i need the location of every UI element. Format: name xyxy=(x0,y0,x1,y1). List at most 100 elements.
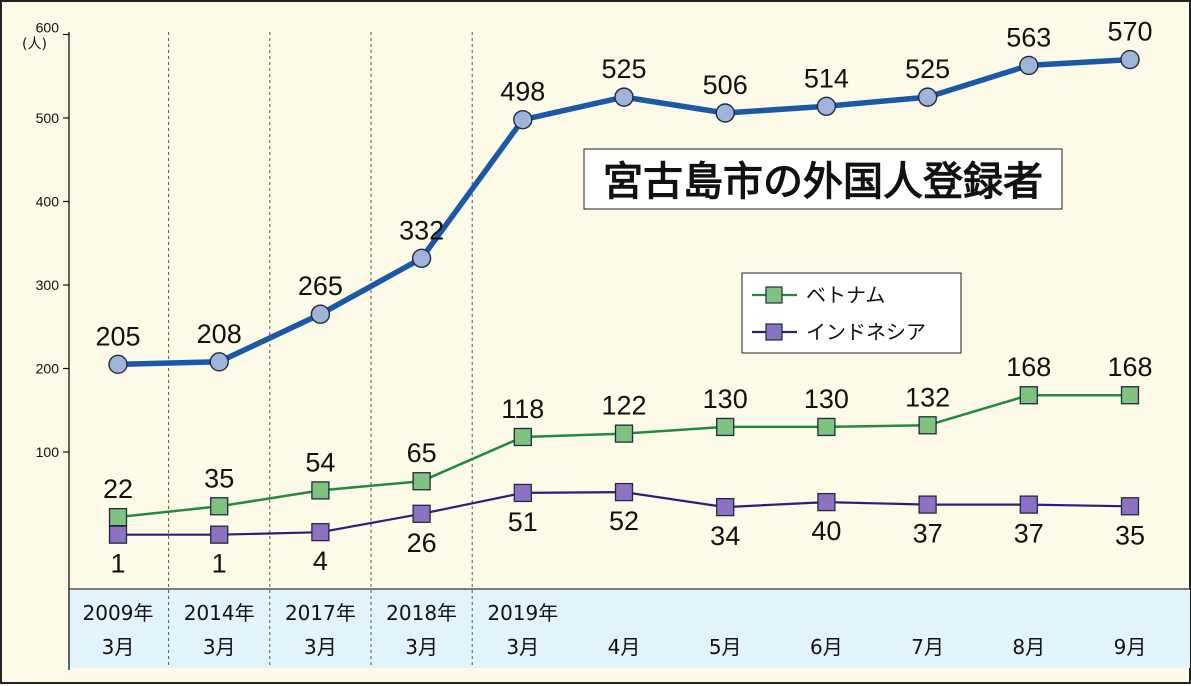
data-label: 37 xyxy=(913,519,943,549)
data-point xyxy=(614,87,634,107)
data-label: 52 xyxy=(609,506,639,536)
data-label: 40 xyxy=(811,516,841,546)
data-label: 22 xyxy=(103,474,133,504)
data-label: 130 xyxy=(804,384,849,414)
data-point xyxy=(513,109,533,130)
category-label-year: 2019年 xyxy=(487,601,558,625)
data-label: 570 xyxy=(1107,17,1152,47)
data-point xyxy=(816,96,837,117)
data-point xyxy=(310,304,331,324)
data-point xyxy=(716,497,735,517)
data-point xyxy=(1120,49,1140,70)
y-tick-label: 400 xyxy=(36,194,60,210)
category-label-month: 3月 xyxy=(405,635,438,659)
data-point xyxy=(1019,55,1039,76)
data-point xyxy=(918,416,937,435)
series-total: 205 208 265 332 498 525 506 514 525 563 570 xyxy=(95,17,1153,375)
data-point xyxy=(917,87,938,107)
data-label: 130 xyxy=(703,384,748,414)
category-label-month: 8月 xyxy=(1012,635,1045,659)
data-point xyxy=(715,103,735,123)
data-point xyxy=(412,504,431,523)
category-band xyxy=(69,589,1190,668)
category-label-month: 3月 xyxy=(203,635,236,659)
data-label: 514 xyxy=(804,63,849,93)
data-label: 1 xyxy=(110,549,125,579)
category-label-month: 5月 xyxy=(709,635,742,659)
data-point xyxy=(614,482,634,502)
data-label: 1 xyxy=(212,549,227,579)
data-point xyxy=(513,483,532,503)
data-label: 525 xyxy=(601,54,646,84)
data-label: 65 xyxy=(407,438,437,468)
data-point xyxy=(108,354,128,375)
category-label-month: 9月 xyxy=(1114,635,1147,659)
data-point xyxy=(209,352,229,372)
category-label-year: 2018年 xyxy=(386,601,457,625)
category-label-month: 3月 xyxy=(506,635,539,659)
data-label: 205 xyxy=(95,321,140,351)
data-label: 208 xyxy=(197,319,242,349)
data-point xyxy=(412,472,431,491)
data-point xyxy=(817,492,836,512)
data-label: 26 xyxy=(407,528,437,558)
data-label: 498 xyxy=(500,77,545,107)
data-label: 118 xyxy=(501,394,544,424)
data-label: 506 xyxy=(703,70,748,100)
data-label: 168 xyxy=(1006,352,1051,382)
data-point xyxy=(311,523,330,542)
data-point xyxy=(614,424,634,443)
data-label: 37 xyxy=(1014,519,1044,549)
data-point xyxy=(716,417,735,437)
data-label: 563 xyxy=(1006,22,1051,52)
data-point xyxy=(1019,495,1038,514)
category-label-month: 7月 xyxy=(911,635,944,659)
data-point xyxy=(1019,386,1038,405)
legend-swatch-marker xyxy=(765,286,783,304)
category-label-month: 4月 xyxy=(608,635,641,659)
data-point xyxy=(817,417,836,437)
data-label: 265 xyxy=(298,271,343,301)
y-tick-label: 200 xyxy=(36,361,60,377)
data-label: 4 xyxy=(313,546,328,576)
data-label: 35 xyxy=(204,463,234,493)
data-point xyxy=(918,495,937,514)
data-point xyxy=(108,525,128,544)
category-label-year: 2014年 xyxy=(184,601,255,625)
y-tick-label: 100 xyxy=(36,444,60,460)
data-point xyxy=(210,497,229,516)
y-axis-unit-label: (人) xyxy=(22,37,47,53)
chart-title: 宮古島市の外国人登録者 xyxy=(603,159,1043,205)
data-label: 332 xyxy=(399,215,444,245)
y-tick-label: 300 xyxy=(36,277,60,293)
data-label: 525 xyxy=(905,54,950,84)
legend-entry-label: インドネシア xyxy=(806,320,926,344)
data-point xyxy=(311,481,330,500)
data-point xyxy=(108,507,128,527)
data-point xyxy=(513,427,532,447)
series-indonesia: 1 1 4 26 51 52 34 40 37 37 35 xyxy=(108,482,1145,579)
y-tick-label: 500 xyxy=(36,110,60,126)
category-label-year: 2017年 xyxy=(285,601,356,625)
data-label: 34 xyxy=(710,521,740,551)
chart-title-box xyxy=(583,148,1063,210)
legend-swatch-marker xyxy=(765,323,783,341)
data-label: 51 xyxy=(508,507,538,537)
data-label: 35 xyxy=(1115,520,1145,550)
data-point xyxy=(1120,497,1140,516)
y-tick-label: 600 xyxy=(36,20,60,36)
category-label-month: 6月 xyxy=(810,635,843,659)
category-label-month: 3月 xyxy=(304,635,337,659)
data-label: 54 xyxy=(305,447,335,477)
data-point xyxy=(210,525,229,544)
data-point xyxy=(411,248,432,268)
data-label: 168 xyxy=(1107,352,1152,382)
category-label-year: 2009年 xyxy=(83,601,154,625)
data-label: 132 xyxy=(905,382,950,412)
category-label-month: 3月 xyxy=(102,635,135,659)
legend-entry-label: ベトナム xyxy=(806,283,885,307)
data-point xyxy=(1120,386,1140,405)
